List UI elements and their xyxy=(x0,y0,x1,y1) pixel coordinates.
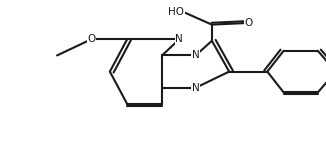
Text: O: O xyxy=(244,18,253,28)
Text: N: N xyxy=(192,51,200,60)
Text: N: N xyxy=(175,34,183,44)
Text: O: O xyxy=(87,34,96,44)
Text: HO: HO xyxy=(168,7,184,17)
Text: N: N xyxy=(192,83,200,93)
